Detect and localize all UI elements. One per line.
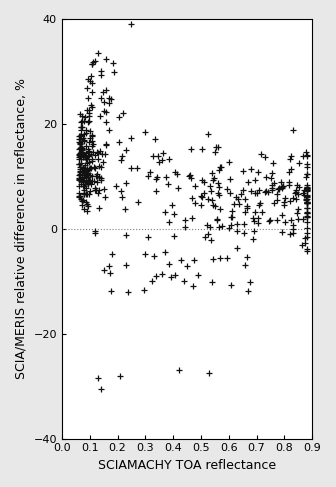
Y-axis label: SCIA/MERIS relative difference in reflectance, %: SCIA/MERIS relative difference in reflec…: [15, 78, 28, 379]
X-axis label: SCIAMACHY TOA reflectance: SCIAMACHY TOA reflectance: [98, 459, 276, 472]
